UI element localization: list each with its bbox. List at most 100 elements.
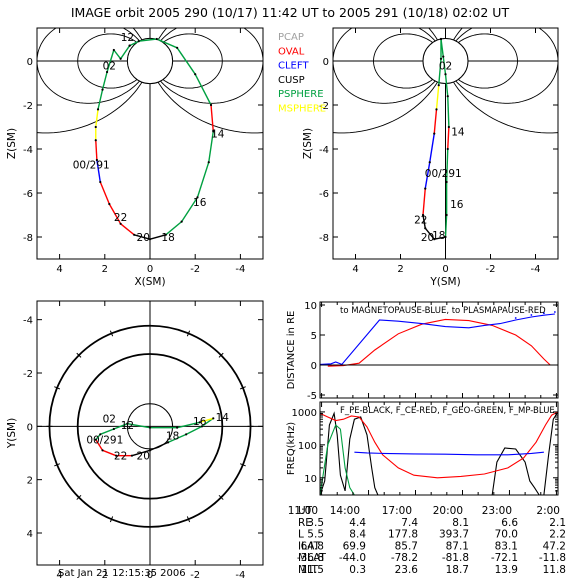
series-point: [553, 311, 556, 313]
orbit-segment-oval: [102, 449, 117, 457]
y-tick-label: 0: [27, 57, 33, 68]
orbit-point: [95, 158, 98, 162]
x-tick-label: 2: [397, 264, 403, 275]
orbit-segment-psphere: [120, 45, 131, 60]
orbit-segment-psphere: [444, 74, 449, 97]
x-tick-label: -2: [486, 264, 496, 275]
x-tick-label: 4: [56, 264, 62, 275]
orbit-point: [94, 438, 97, 441]
field-line: [37, 28, 151, 134]
table-cell: 8.4: [349, 529, 366, 541]
orbit-point: [424, 227, 427, 230]
orbit-circle: [126, 403, 174, 450]
y-tick-label: 5: [311, 331, 317, 342]
table-cell: 23.6: [395, 564, 419, 576]
orbit-segment-psphere: [113, 423, 128, 430]
orbit-point: [155, 37, 158, 41]
x-axis-label: Y(SM): [429, 276, 460, 288]
series-point: [543, 312, 545, 315]
table-cell: -11.8: [539, 552, 566, 564]
table-cell: 18.7: [446, 564, 469, 576]
orbit-segment-oval: [433, 109, 438, 134]
x-tick-label: 2: [102, 264, 108, 275]
orbit-segment-psphere: [113, 49, 122, 60]
orbit-segment-oval: [95, 140, 98, 161]
orbit-segment-psphere: [196, 161, 210, 198]
orbit-point: [99, 433, 102, 436]
panel-frame: [319, 301, 559, 399]
orbit-segment-oval: [99, 181, 110, 205]
table-cell: 17:00: [382, 505, 412, 517]
table-cell: 2:00: [536, 505, 560, 517]
orbit-segment-psphere: [127, 422, 151, 429]
orbit-segment-cusp: [422, 214, 426, 229]
series-point: [514, 317, 517, 319]
orbit-segment-psphere: [444, 214, 448, 238]
table-cell: 11.8: [543, 564, 566, 576]
table-cell: 177.8: [388, 529, 418, 541]
orbit-point: [433, 132, 436, 135]
orbit-point: [126, 422, 129, 425]
table-cell: -44.0: [339, 552, 366, 564]
table-cell: 3.5: [307, 517, 324, 529]
hour-label: 22: [114, 212, 127, 224]
ring-tick: [109, 516, 114, 523]
earth-circle: [422, 38, 469, 84]
orbit-segment-psphere: [194, 73, 212, 106]
orbit-segment-cleft: [96, 159, 101, 183]
x-tick-label: 0: [147, 570, 153, 580]
orbit-point: [112, 427, 115, 431]
y-tick-label: -4: [319, 145, 329, 156]
table-cell: 23:00: [482, 505, 512, 517]
series-point: [530, 314, 533, 316]
orbit-segment-oval: [108, 203, 122, 225]
x-tick-label: -4: [235, 570, 245, 580]
table-cell: 2.2: [549, 529, 566, 541]
y-axis-label: FREQ(kHz): [286, 422, 297, 475]
x-axis-label: X(SM): [134, 276, 165, 288]
ring-tick: [54, 386, 61, 390]
hour-label: 20: [137, 451, 150, 463]
hour-label: 22: [114, 451, 127, 463]
orbit-segment-cusp: [149, 441, 169, 451]
orbit-segment-cusp: [131, 449, 151, 457]
ring-tick: [239, 463, 246, 467]
table-row-label: UT: [298, 505, 313, 517]
orbit-point: [96, 108, 100, 111]
table-cell: 69.9: [343, 540, 366, 552]
x-tick-label: 4: [56, 570, 62, 580]
panel-annotation: F_PE-BLACK, F_CE-RED, F_GEO-GREEN, F_MP-…: [340, 406, 555, 416]
legend-entry-cleft: CLEFT: [278, 61, 309, 72]
y-axis-label: Y(SM): [6, 418, 18, 449]
orbit-point: [137, 40, 140, 43]
orbit-segment-psphere: [181, 197, 199, 222]
ring-tick: [186, 330, 191, 337]
orbit-segment-psphere: [201, 417, 214, 427]
orbit-point: [115, 454, 118, 457]
table-row-label: L: [298, 529, 304, 541]
hour-label: 18: [166, 431, 179, 443]
orbit-point: [119, 222, 122, 225]
orbit-point: [445, 180, 448, 184]
orbit-point: [176, 46, 179, 49]
table-cell: 64.8: [301, 540, 324, 552]
orbit-point: [176, 426, 179, 429]
orbit-segment-psphere: [208, 131, 214, 163]
y-tick-label: -2: [23, 101, 33, 112]
hour-label: 20: [421, 232, 434, 244]
orbit-point: [200, 425, 204, 428]
orbit-segment-psphere: [442, 56, 447, 75]
orbit-point: [130, 454, 134, 457]
orbit-segment-psphere: [167, 433, 187, 443]
y-tick-label: -2: [319, 101, 329, 112]
hour-label: 00/291: [425, 168, 462, 180]
orbit-segment-cusp: [434, 236, 446, 240]
x-tick-label: -2: [190, 264, 200, 275]
table-cell: 13.9: [495, 564, 518, 576]
y-tick-label: 0: [323, 57, 329, 68]
orbit-segment-msphere: [199, 417, 214, 424]
y-axis-label: DISTANCE in RE: [286, 311, 297, 390]
table-cell: -78.2: [391, 552, 418, 564]
